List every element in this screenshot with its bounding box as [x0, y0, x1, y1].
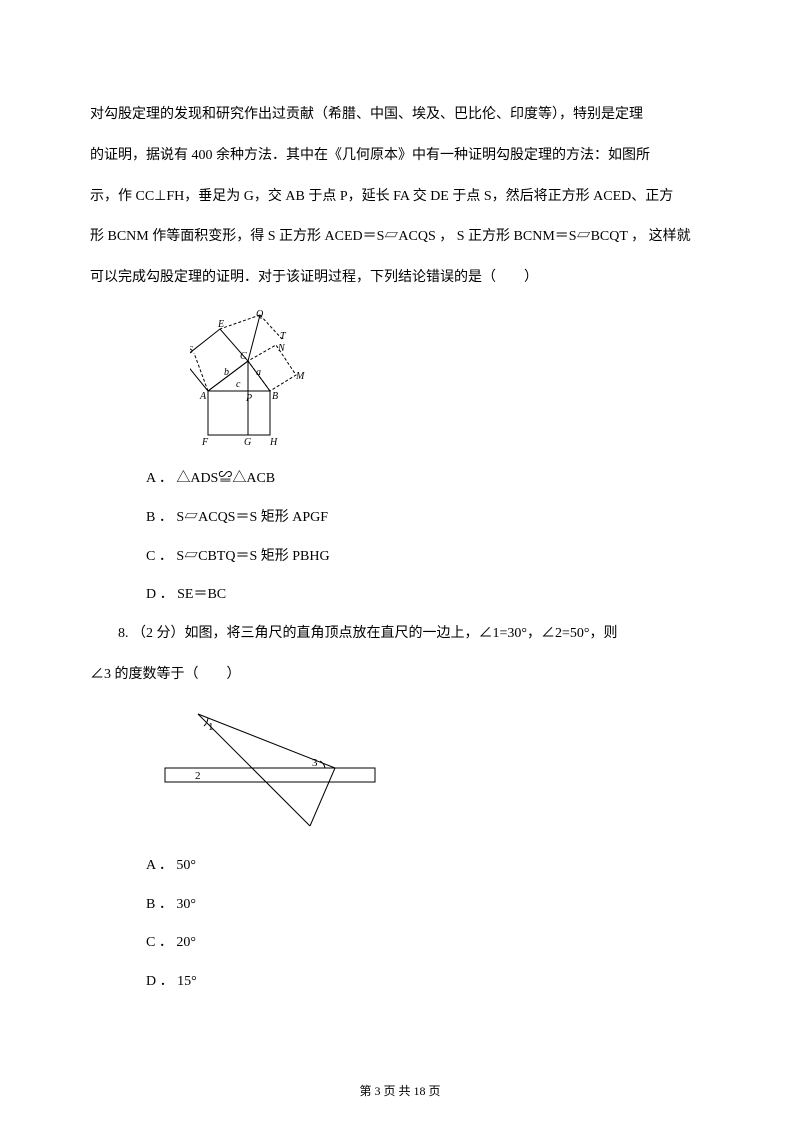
label-b: b: [224, 367, 229, 378]
q7-line3: 示，作 CC⊥FH，垂足为 G，交 AB 于点 P，延长 FA 交 DE 于点 …: [90, 182, 710, 213]
label-angle1: 1: [208, 721, 214, 733]
label-M: M: [295, 371, 305, 382]
q8-figure: 1 2 3: [160, 706, 390, 836]
label-N: N: [277, 343, 286, 354]
label-Q: Q: [256, 309, 264, 320]
label-S: S: [190, 345, 193, 356]
q7-line4: 形 BCNM 作等面积变形，得 S 正方形 ACED＝S▱ACQS ， S 正方…: [90, 222, 710, 253]
q8-option-d: D ． 15°: [146, 967, 710, 998]
label-A: A: [199, 391, 207, 402]
q7-option-a: A ． △ADS≌△ACB: [146, 464, 710, 495]
label-H: H: [269, 437, 278, 448]
label-E: E: [217, 319, 224, 330]
q7-line1: 对勾股定理的发现和研究作出过贡献（希腊、中国、埃及、巴比伦、印度等），特别是定理: [90, 100, 710, 131]
label-angle2: 2: [195, 770, 201, 782]
q8-option-b: B ． 30°: [146, 890, 710, 921]
q7-figure: Q S E T D N C M A P B F G H b a c: [190, 309, 310, 449]
label-P: P: [245, 393, 252, 404]
label-a: a: [256, 367, 261, 378]
label-c: c: [236, 379, 241, 390]
q7-line5: 可以完成勾股定理的证明．对于该证明过程，下列结论错误的是（ ）: [90, 263, 710, 294]
q7-option-b: B ． S▱ACQS＝S 矩形 APGF: [146, 503, 710, 534]
q7-line2: 的证明，据说有 400 余种方法．其中在《几何原本》中有一种证明勾股定理的方法：…: [90, 141, 710, 172]
label-F: F: [201, 437, 209, 448]
label-angle3: 3: [312, 757, 318, 769]
q8-option-c: C ． 20°: [146, 928, 710, 959]
q8-stem2: ∠3 的度数等于（ ）: [90, 660, 710, 691]
label-T: T: [280, 331, 287, 342]
q7-option-c: C ． S▱CBTQ＝S 矩形 PBHG: [146, 542, 710, 573]
q7-option-d: D ． SE＝BC: [146, 580, 710, 611]
label-C: C: [240, 351, 247, 362]
page-footer: 第 3 页 共 18 页: [0, 1078, 800, 1104]
label-B: B: [272, 391, 278, 402]
label-G: G: [244, 437, 251, 448]
q8-stem1: 8. （2 分）如图，将三角尺的直角顶点放在直尺的一边上，∠1=30°，∠2=5…: [90, 619, 710, 650]
q8-option-a: A ． 50°: [146, 851, 710, 882]
